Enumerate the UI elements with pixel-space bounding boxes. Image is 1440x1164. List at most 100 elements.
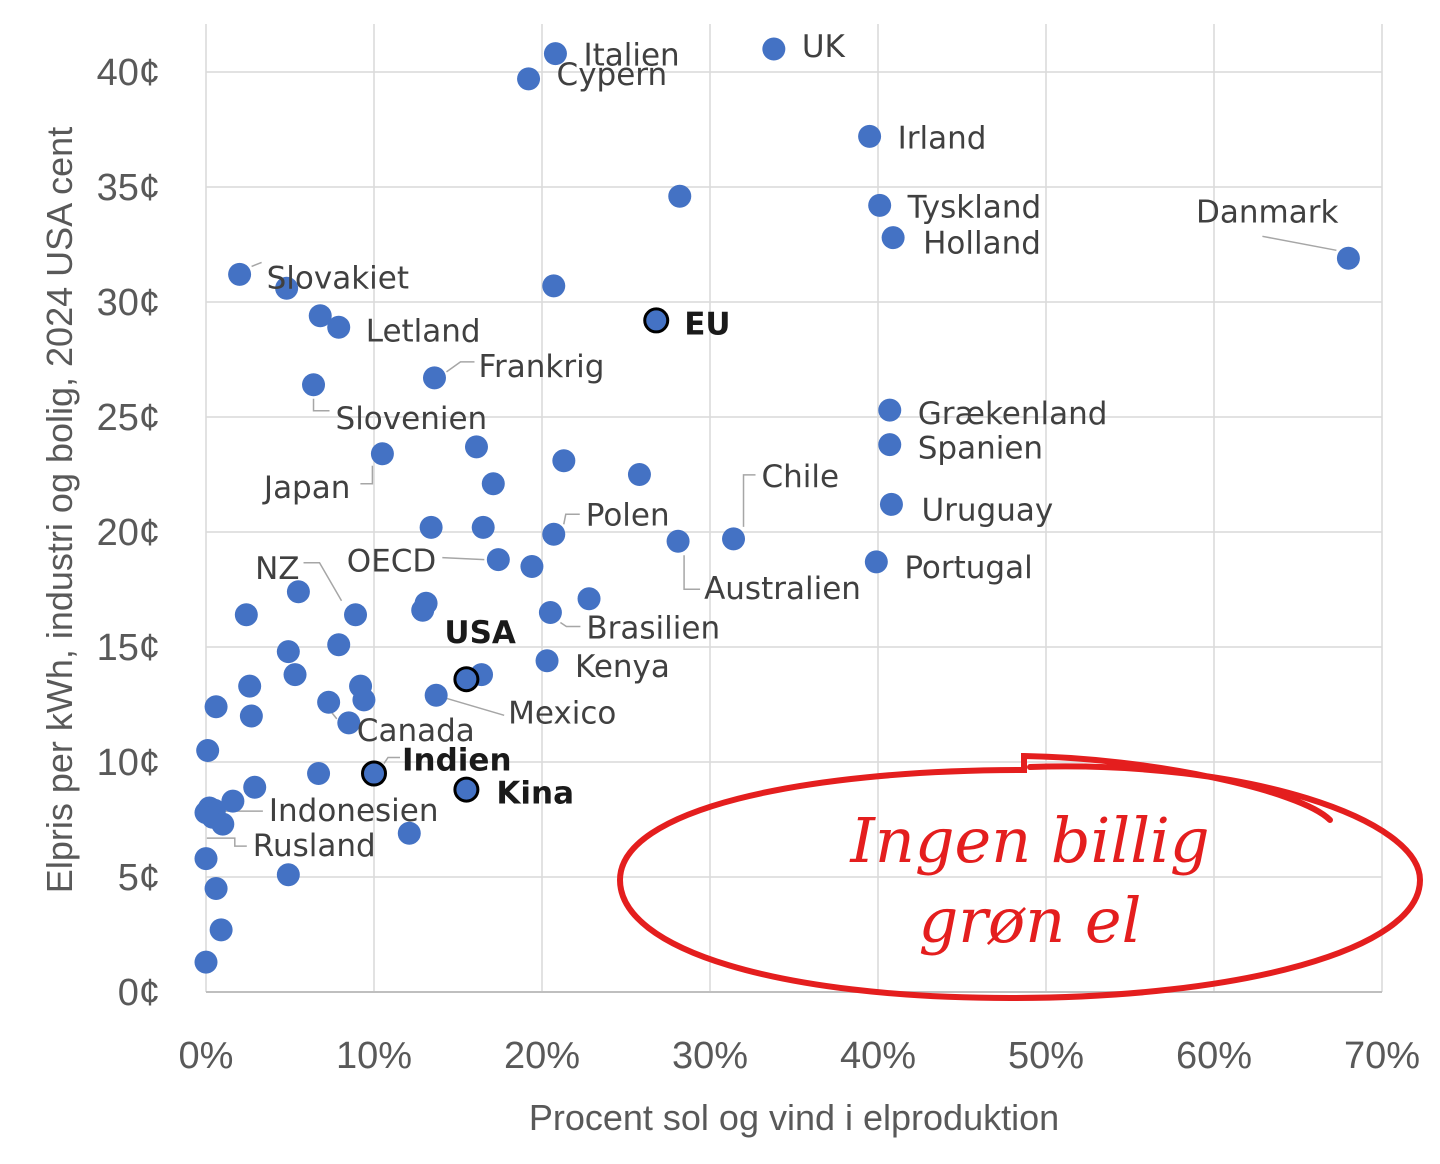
- x-tick-label: 70%: [1344, 1035, 1420, 1077]
- label-polen: Polen: [586, 497, 670, 533]
- label-portugal: Portugal: [904, 550, 1032, 586]
- label-uruguay: Uruguay: [921, 492, 1053, 528]
- leader-mexico: [435, 694, 505, 717]
- label-letland: Letland: [366, 313, 481, 349]
- label-spanien: Spanien: [918, 431, 1043, 467]
- label-kenya: Kenya: [575, 649, 670, 685]
- leader-nz: [303, 562, 343, 602]
- y-tick-label: 20¢: [97, 512, 160, 554]
- data-point-australien: [666, 529, 690, 553]
- leader-slovenien: [312, 398, 330, 412]
- data-point-rusland: [211, 812, 235, 836]
- x-tick-label: 10%: [336, 1035, 412, 1077]
- data-point-unlabeled: [194, 847, 218, 871]
- data-point-unlabeled: [234, 603, 258, 627]
- leader-oecd: [442, 556, 485, 561]
- label-danmark: Danmark: [1196, 194, 1338, 230]
- label-brasilien: Brasilien: [586, 611, 720, 647]
- data-point-usa: [453, 666, 480, 693]
- data-point-slovakiet: [228, 262, 252, 286]
- leader-indien: [383, 756, 400, 764]
- x-tick-label: 30%: [672, 1035, 748, 1077]
- data-point-grækenland: [878, 398, 902, 422]
- data-point-japan: [370, 442, 394, 466]
- grid: [205, 24, 1383, 993]
- data-point-unlabeled: [194, 950, 218, 974]
- data-point-frankrig: [422, 366, 446, 390]
- data-point-unlabeled: [542, 274, 566, 298]
- data-point-unlabeled: [520, 555, 544, 578]
- label-holland: Holland: [923, 226, 1041, 262]
- data-point-kenya: [535, 649, 559, 673]
- label-canada: Canada: [357, 713, 475, 749]
- data-point-unlabeled: [243, 775, 267, 799]
- x-axis-title: Procent sol og vind i elproduktion: [529, 1097, 1059, 1138]
- label-indonesien: Indonesien: [269, 793, 439, 829]
- label-slovenien: Slovenien: [336, 401, 488, 437]
- data-point-canada: [337, 711, 361, 735]
- data-point-polen: [542, 522, 566, 546]
- label-slovakiet: Slovakiet: [267, 260, 409, 296]
- data-point-nz: [344, 603, 368, 627]
- data-point-letland: [327, 315, 351, 339]
- data-point-unlabeled: [196, 739, 220, 762]
- data-point-unlabeled: [471, 515, 495, 539]
- data-point-unlabeled: [276, 640, 300, 664]
- label-japan: Japan: [262, 470, 350, 506]
- data-point-unlabeled: [352, 688, 376, 712]
- data-point-unlabeled: [239, 704, 263, 728]
- y-tick-label: 35¢: [97, 167, 160, 209]
- x-tick-label: 40%: [840, 1035, 916, 1077]
- leader-brasilien: [559, 621, 581, 628]
- data-point-danmark: [1336, 246, 1360, 270]
- label-uk: UK: [802, 29, 846, 65]
- annotation-callout: Ingen billig grøn el: [616, 752, 1424, 1002]
- y-tick-label: 0¢: [118, 972, 160, 1014]
- label-italien: Italien: [583, 38, 679, 74]
- label-mexico: Mexico: [508, 695, 616, 731]
- data-point-unlabeled: [308, 304, 332, 328]
- data-point-unlabeled: [577, 587, 601, 611]
- label-grækenland: Grækenland: [918, 396, 1108, 432]
- data-point-unlabeled: [283, 663, 307, 687]
- data-point-unlabeled: [552, 449, 576, 473]
- label-chile: Chile: [762, 459, 840, 495]
- data-point-unlabeled: [204, 877, 228, 900]
- axis-ticks: 0% 10% 20% 30% 40% 50% 60% 70% 0¢ 5¢ 10¢ 15¢ 20¢ 25¢ 3…: [97, 52, 1420, 1077]
- annotation-ellipse: [616, 752, 1424, 1002]
- data-point-unlabeled: [327, 633, 351, 657]
- leader-frankrig: [446, 361, 475, 373]
- data-point-unlabeled: [275, 276, 299, 300]
- data-point-unlabeled: [286, 580, 310, 604]
- y-tick-label: 25¢: [97, 397, 160, 439]
- leader-japan: [360, 465, 374, 485]
- data-point-uruguay: [879, 492, 903, 516]
- data-point-kina: [453, 776, 480, 803]
- y-tick-label: 40¢: [97, 52, 160, 94]
- label-tyskland: Tyskland: [907, 189, 1041, 225]
- data-point-oecd: [486, 548, 510, 572]
- leader-rusland: [206, 837, 247, 847]
- label-eu: EU: [684, 306, 730, 342]
- data-points: [194, 37, 1360, 974]
- data-point-spanien: [878, 433, 902, 457]
- x-tick-label: 0%: [179, 1035, 234, 1077]
- data-point-italien: [543, 42, 567, 66]
- data-point-unlabeled: [481, 472, 505, 496]
- data-point-unlabeled: [238, 674, 262, 698]
- label-nz: NZ: [255, 551, 299, 587]
- data-point-indien: [361, 760, 387, 787]
- leader-polen: [563, 513, 580, 525]
- leader-danmark: [1262, 235, 1337, 252]
- data-point-cypern: [517, 67, 541, 91]
- data-point-eu: [643, 307, 670, 334]
- data-point-slovenien: [302, 373, 326, 397]
- y-tick-label: 5¢: [118, 857, 160, 899]
- label-australien: Australien: [704, 571, 861, 607]
- leader-chile: [742, 474, 756, 527]
- data-point-unlabeled: [209, 918, 233, 942]
- y-tick-label: 30¢: [97, 282, 160, 324]
- data-point-brasilien: [538, 601, 562, 624]
- annotation-line-1: Ingen billig: [849, 804, 1209, 877]
